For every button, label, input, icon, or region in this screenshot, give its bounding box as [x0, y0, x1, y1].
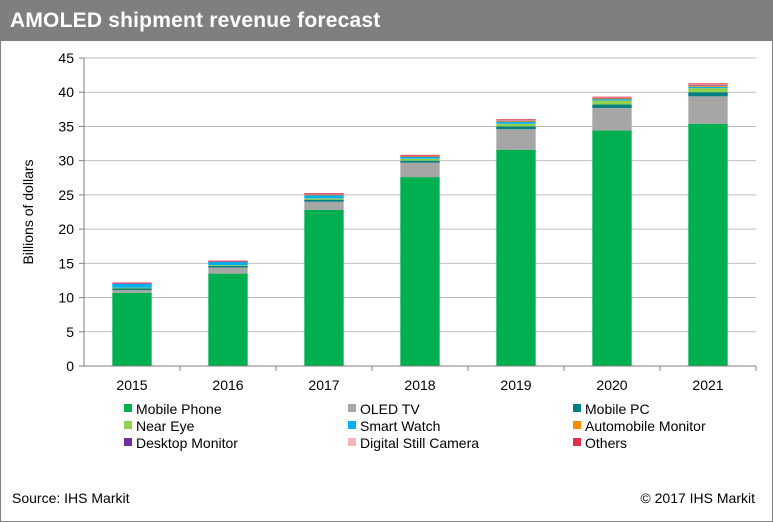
x-tick-label: 2019: [500, 377, 531, 393]
bar-segment: [688, 88, 728, 93]
x-tick-label: 2020: [596, 377, 627, 393]
bar-segment: [304, 198, 344, 200]
y-tick-label: 30: [58, 153, 74, 169]
bar-segment: [208, 261, 248, 266]
legend: Mobile Phone OLED TV Mobile PC Near Eye Smar…: [124, 401, 706, 451]
x-tick-label: 2021: [692, 377, 723, 393]
bar-segment: [400, 156, 440, 159]
y-tick-label: 0: [66, 358, 74, 374]
bar-segment: [592, 100, 632, 105]
title-bar: AMOLED shipment revenue forecast: [1, 1, 772, 41]
bar-segment: [592, 130, 632, 366]
legend-swatch: [573, 404, 581, 412]
legend-label: Near Eye: [136, 418, 195, 434]
bar-segment: [208, 260, 248, 262]
legend-swatch: [348, 438, 356, 446]
bar-segment: [496, 120, 536, 122]
bar-segment: [112, 287, 152, 289]
y-tick-label: 45: [58, 50, 74, 66]
bar-segment: [688, 84, 728, 86]
legend-swatch: [348, 404, 356, 412]
bar-segment: [304, 194, 344, 196]
bar-segment: [688, 83, 728, 85]
bar-segment: [304, 193, 344, 194]
bar-segment: [304, 209, 344, 366]
bar-segment: [208, 273, 248, 366]
bar-segment: [496, 149, 536, 366]
bar-segment: [400, 156, 440, 158]
x-tick-label: 2017: [308, 377, 339, 393]
bars: [112, 83, 728, 366]
bar-segment: [688, 123, 728, 366]
source-note: Source: IHS Markit: [12, 490, 130, 506]
bar-segment: [112, 283, 152, 288]
legend-label: Digital Still Camera: [360, 435, 479, 451]
bar-segment: [496, 123, 536, 127]
legend-swatch: [124, 438, 132, 446]
bar-segment: [112, 288, 152, 291]
bar-segment: [496, 126, 536, 130]
legend-swatch: [573, 438, 581, 446]
copyright-note: © 2017 IHS Markit: [640, 490, 755, 506]
x-tick-label: 2015: [116, 377, 147, 393]
legend-label: Smart Watch: [360, 418, 440, 434]
y-tick-label: 10: [58, 290, 74, 306]
y-axis-label: Billions of dollars: [20, 159, 36, 264]
x-tick-label: 2018: [404, 377, 435, 393]
bar-segment: [688, 84, 728, 86]
legend-swatch: [124, 421, 132, 429]
bar-segment: [400, 154, 440, 156]
bar-segment: [304, 194, 344, 199]
bar-segment: [112, 290, 152, 293]
legend-label: Mobile PC: [585, 401, 650, 417]
legend-swatch: [348, 421, 356, 429]
x-tick-label: 2016: [212, 377, 243, 393]
legend-swatch: [124, 404, 132, 412]
bar-segment: [592, 96, 632, 98]
y-tick-label: 40: [58, 84, 74, 100]
bar-segment: [496, 121, 536, 124]
bar-segment: [304, 199, 344, 202]
y-tick-label: 20: [58, 221, 74, 237]
legend-label: Automobile Monitor: [585, 418, 706, 434]
y-tick-label: 15: [58, 255, 74, 271]
bar-segment: [112, 282, 152, 284]
bar-segment: [592, 99, 632, 101]
bar-segment: [208, 267, 248, 274]
legend-label: OLED TV: [360, 401, 420, 417]
bar-segment: [112, 292, 152, 366]
bar-segment: [400, 158, 440, 161]
legend-label: Others: [585, 435, 627, 451]
bar-segment: [688, 86, 728, 89]
bar-segment: [208, 265, 248, 266]
bar-segment: [688, 92, 728, 97]
bar-segment: [496, 129, 536, 150]
bar-segment: [688, 85, 728, 87]
bar-segment: [592, 97, 632, 99]
bar-segment: [400, 160, 440, 163]
axes: [79, 57, 757, 371]
bar-segment: [496, 119, 536, 121]
chart-title: AMOLED shipment revenue forecast: [10, 9, 381, 32]
bar-segment: [688, 96, 728, 124]
y-tick-labels: 0 5 10 15 20 25 30 35 40 45: [58, 50, 74, 374]
bar-segment: [592, 104, 632, 108]
legend-swatch: [573, 421, 581, 429]
legend-label: Mobile Phone: [136, 401, 222, 417]
y-tick-label: 5: [66, 324, 74, 340]
y-tick-label: 25: [58, 187, 74, 203]
bar-segment: [400, 177, 440, 366]
bar-segment: [592, 107, 632, 131]
x-tick-labels: 2015 2016 2017 2018 2019 2020 2021: [116, 377, 723, 393]
bar-segment: [208, 265, 248, 268]
bar-segment: [496, 119, 536, 121]
y-tick-label: 35: [58, 118, 74, 134]
bar-segment: [592, 98, 632, 100]
bar-segment: [304, 201, 344, 210]
legend-label: Desktop Monitor: [136, 435, 238, 451]
bar-segment: [400, 162, 440, 178]
